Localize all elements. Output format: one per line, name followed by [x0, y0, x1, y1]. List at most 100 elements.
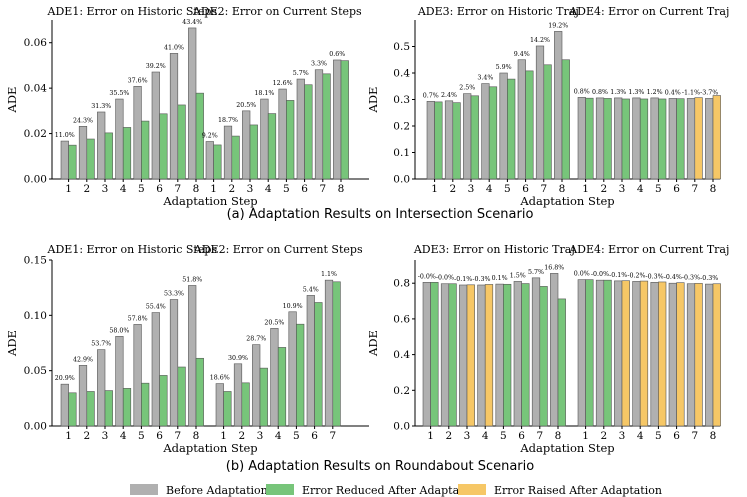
- legend-swatch-raised: [458, 484, 486, 495]
- bar-after-reduced: [159, 113, 168, 180]
- x-tick-label: 8: [710, 430, 717, 442]
- bar-data-label: 0.8%: [592, 89, 608, 96]
- bar-data-label: 0.0%: [574, 271, 590, 278]
- chart-panels: 0.00 0.0 2 0.04 0.06 ADE Adaptation Step ADE1: …: [5, 5, 729, 455]
- bar-before: [252, 344, 261, 427]
- bar-before: [554, 31, 563, 180]
- bar-after-reduced: [86, 391, 95, 427]
- bar-after-reduced: [249, 124, 258, 180]
- bar-data-label: 0.7%: [423, 92, 439, 99]
- bar-after-reduced: [603, 98, 612, 180]
- y-tick-label: 0.00: [24, 421, 47, 433]
- x-tick-label: 2: [600, 183, 607, 195]
- y-axis-label: ADE: [366, 87, 380, 114]
- x-axis-label: Adaptation Step: [519, 194, 614, 208]
- bar-after-reduced: [585, 97, 594, 180]
- bar-after-reduced: [314, 302, 323, 427]
- bar-data-label: 16.8%: [544, 264, 564, 271]
- bar-after-reduced: [68, 392, 77, 427]
- bar-before: [324, 279, 334, 427]
- x-tick-label: 7: [540, 183, 547, 195]
- bar-before: [632, 97, 641, 180]
- bar-after-reduced: [585, 279, 594, 427]
- bar-group-2: ADE4: Error on Current Traj 0.0% 1 -0.0% 2 -0…: [568, 243, 729, 442]
- bar-data-label: 39.2%: [146, 63, 166, 70]
- bar-before: [499, 72, 508, 180]
- bar-after-reduced: [223, 391, 232, 427]
- bar-after-reduced: [277, 347, 287, 427]
- bar-before: [233, 363, 243, 427]
- bar-after-reduced: [267, 113, 277, 180]
- bar-data-label: 5.7%: [293, 70, 309, 77]
- bar-group-2: ADE2: Error on Current Steps 18.6% 1 30.9% 2…: [193, 243, 363, 442]
- y-tick-label: 0.15: [24, 255, 47, 267]
- bar-after-reduced: [241, 382, 250, 427]
- x-tick-label: 5: [293, 430, 300, 442]
- bar-data-label: -0.4%: [664, 274, 682, 281]
- bar-after-reduced: [259, 367, 268, 427]
- bar-before: [459, 284, 468, 427]
- bar-after-reduced: [141, 382, 150, 427]
- bar-after-reduced: [507, 78, 516, 180]
- bar-before: [550, 273, 559, 427]
- x-tick-label: 8: [338, 183, 345, 195]
- bar-after-reduced: [213, 144, 222, 180]
- y-tick-label: 0.2: [393, 121, 410, 133]
- bar-after-reduced: [543, 64, 552, 180]
- x-axis-label: Adaptation Step: [519, 441, 614, 455]
- bar-data-label: 1.1%: [321, 271, 337, 278]
- y-tick-label: 0.10: [24, 310, 47, 322]
- x-tick-label: 5: [138, 183, 145, 195]
- x-tick-label: 2: [445, 430, 452, 442]
- bar-after-reduced: [434, 101, 443, 180]
- y-tick-label: 0.4: [393, 68, 410, 80]
- x-tick-label: 7: [691, 183, 698, 195]
- bar-after-reduced: [430, 282, 439, 427]
- caption-intersection: (a) Adaptation Results on Intersection S…: [227, 207, 534, 222]
- x-tick-label: 8: [710, 183, 717, 195]
- bar-data-label: -0.2%: [627, 272, 645, 279]
- bar-data-label: 10.9%: [283, 303, 303, 310]
- y-tick-label: 0.5: [393, 41, 410, 53]
- bar-before: [517, 59, 526, 180]
- bar-before: [314, 69, 324, 180]
- y-tick-label: 0.04: [24, 83, 48, 95]
- bar-before: [477, 284, 486, 427]
- x-tick-label: 7: [536, 430, 543, 442]
- x-tick-label: 6: [673, 430, 680, 442]
- bar-data-label: 57.8%: [128, 315, 148, 322]
- x-tick-label: 1: [427, 430, 434, 442]
- bar-data-label: 12.6%: [273, 80, 293, 87]
- bar-after-reduced: [122, 388, 132, 427]
- bar-after-reduced: [68, 144, 77, 180]
- x-tick-label: 5: [655, 183, 662, 195]
- y-tick-label: 0.06: [24, 37, 48, 49]
- x-tick-label: 6: [673, 183, 680, 195]
- bar-before: [668, 98, 677, 180]
- x-tick-label: 8: [193, 183, 200, 195]
- caption-roundabout: (b) Adaptation Results on Roundabout Sce…: [226, 459, 534, 474]
- bar-after-reduced: [304, 84, 313, 180]
- bar-after-reduced: [603, 279, 612, 427]
- bar-before: [223, 125, 233, 180]
- y-tick-label: 0.4: [393, 349, 410, 361]
- subplot-title: ADE2: Error on Current Steps: [193, 243, 363, 256]
- x-tick-label: 5: [138, 430, 145, 442]
- legend-swatch-before: [130, 484, 158, 495]
- bar-data-label: 9.4%: [514, 51, 530, 58]
- x-tick-label: 2: [83, 183, 90, 195]
- x-tick-label: 6: [156, 430, 163, 442]
- bar-before: [577, 279, 586, 427]
- x-tick-label: 7: [319, 183, 326, 195]
- bar-before: [614, 280, 623, 427]
- bar-group-1: ADE1: Error on Historic Steps 20.9% 1 42.9%…: [47, 243, 218, 442]
- bar-group-2: ADE2: Error on Current Steps 9.2% 1 18.7% 2 2…: [192, 5, 362, 195]
- y-axis-label: ADE: [366, 330, 380, 357]
- bar-before: [115, 336, 124, 427]
- bar-data-label: 3.3%: [311, 61, 327, 68]
- x-tick-label: 5: [283, 183, 290, 195]
- y-tick-label: 0.0: [393, 421, 410, 433]
- bar-data-label: 14.2%: [530, 37, 550, 44]
- y-tick-label: 0.6: [393, 313, 410, 325]
- x-tick-label: 3: [468, 183, 475, 195]
